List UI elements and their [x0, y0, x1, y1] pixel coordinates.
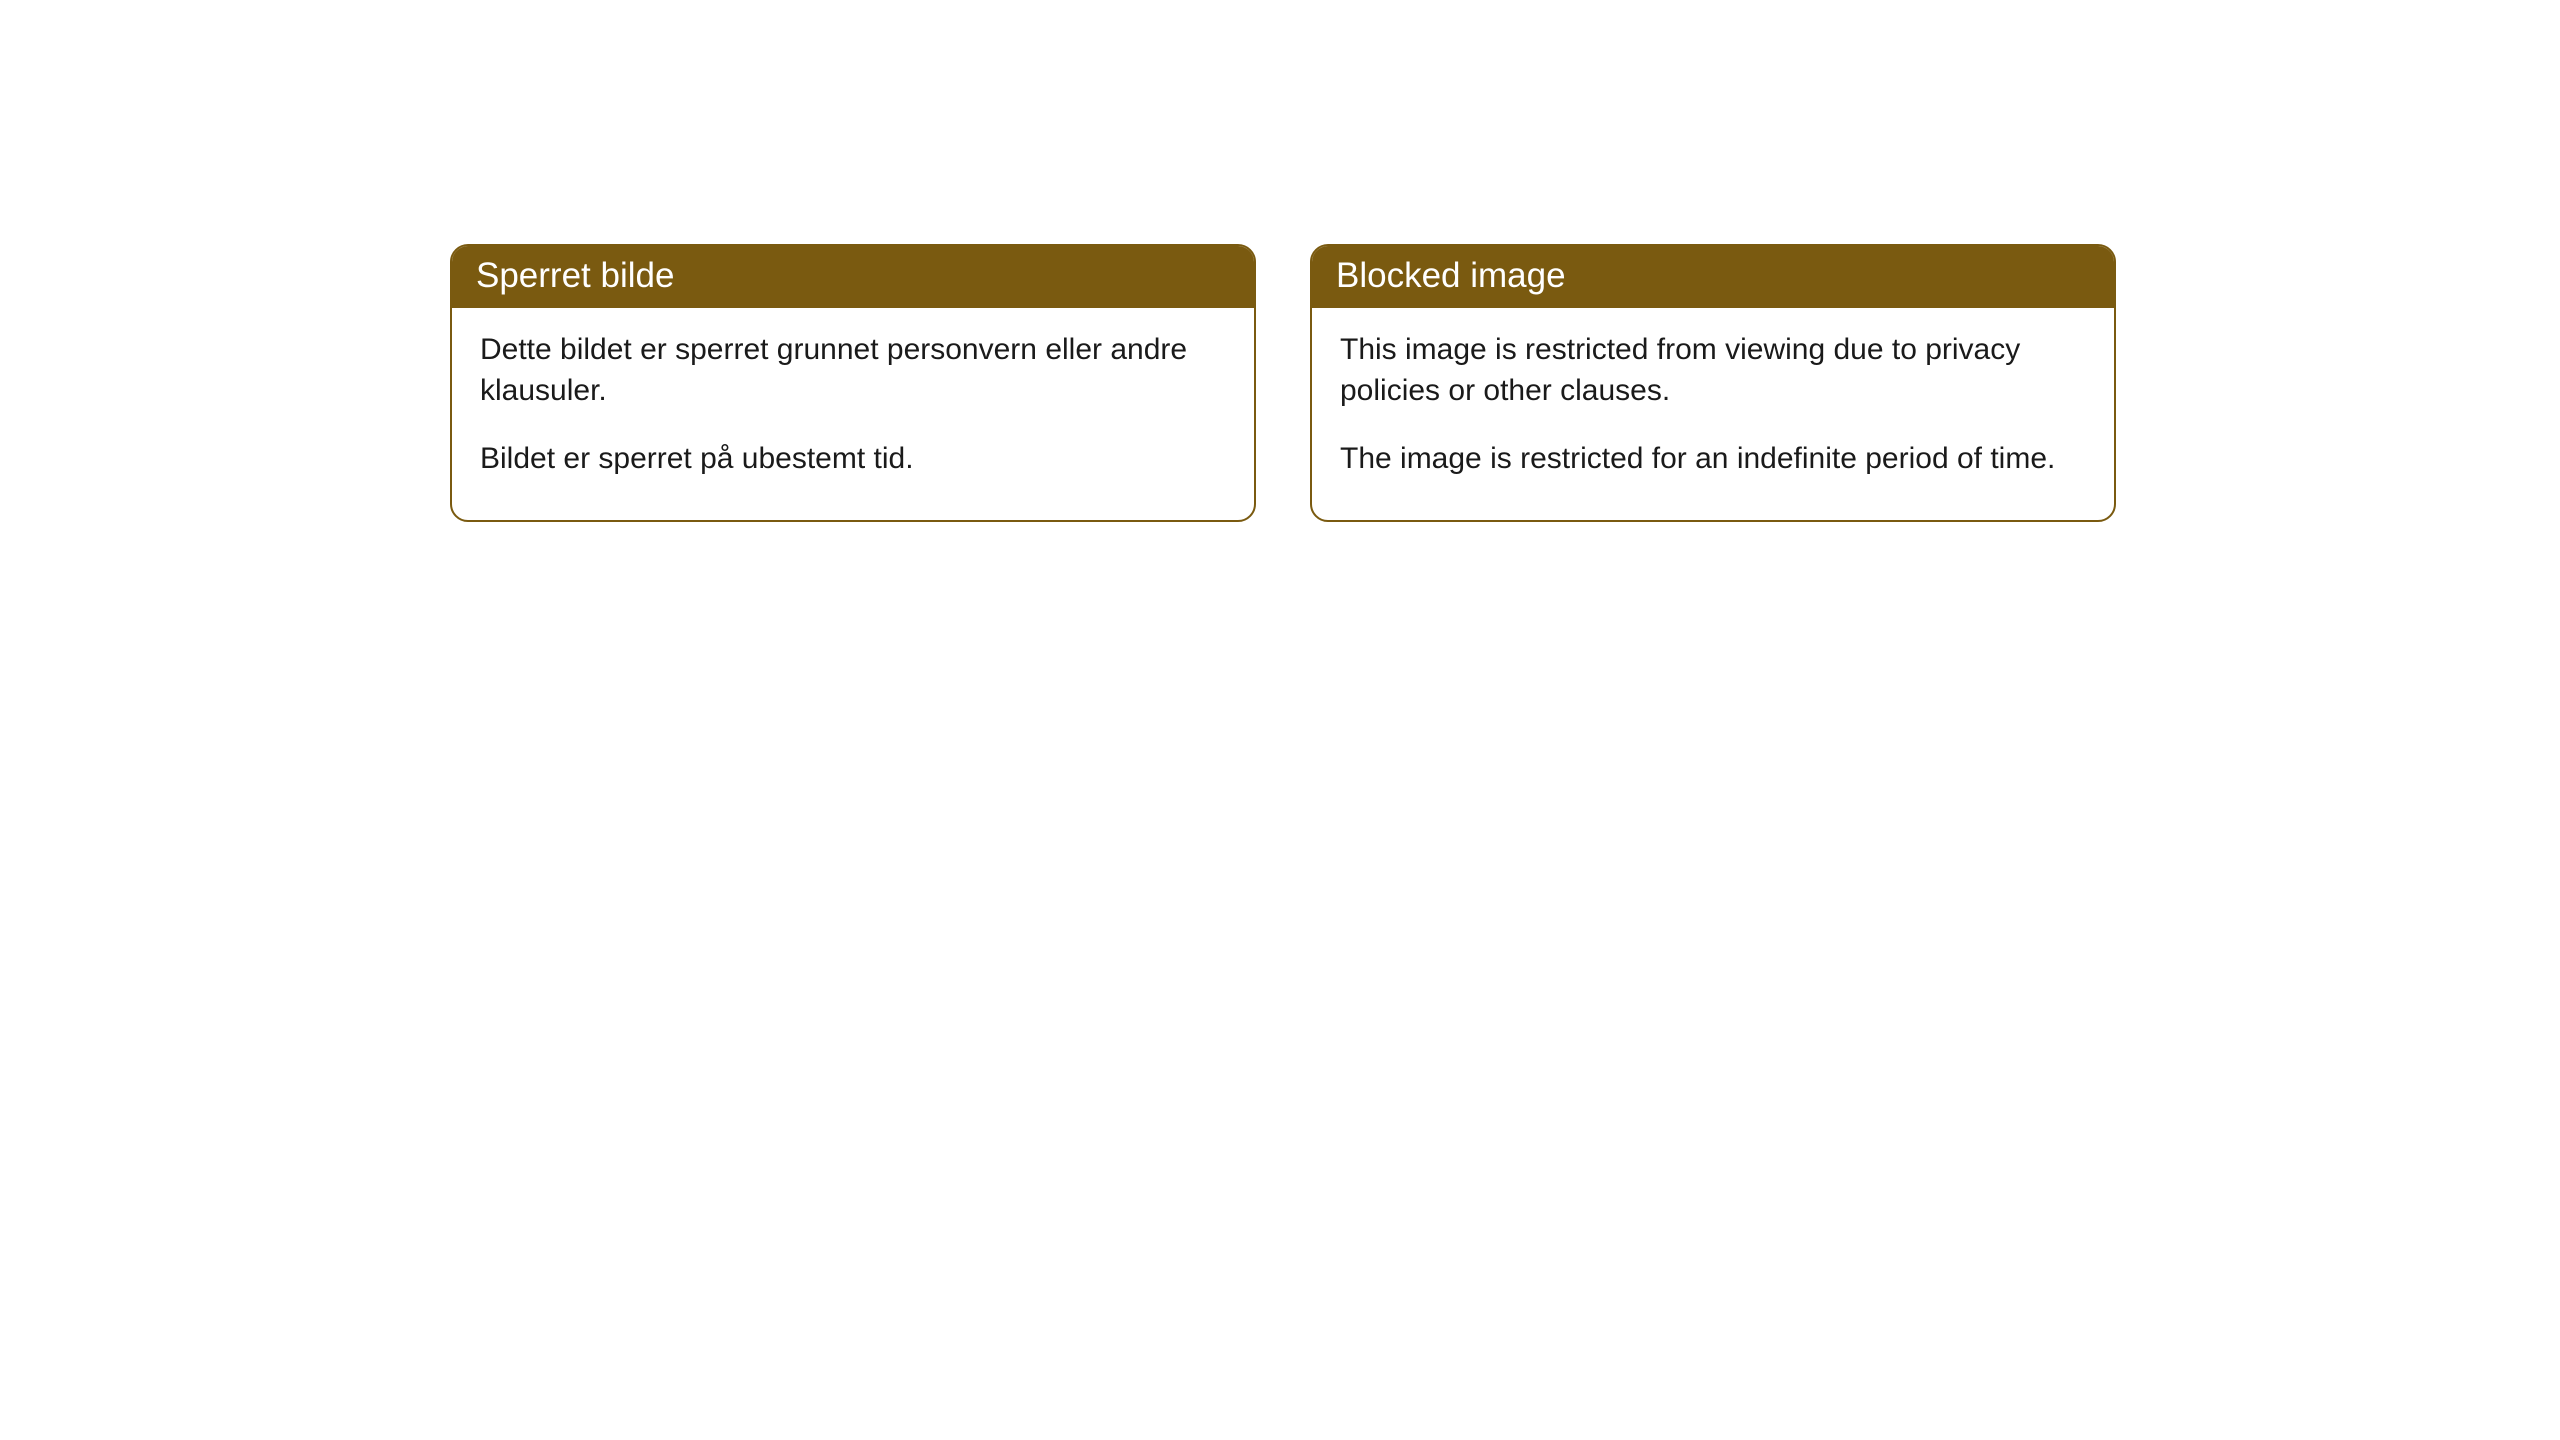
blocked-image-card-en: Blocked image This image is restricted f…: [1310, 244, 2116, 522]
card-paragraph: The image is restricted for an indefinit…: [1340, 439, 2086, 480]
card-paragraph: Dette bildet er sperret grunnet personve…: [480, 330, 1226, 411]
card-paragraph: This image is restricted from viewing du…: [1340, 330, 2086, 411]
card-title-no: Sperret bilde: [452, 246, 1254, 308]
cards-container: Sperret bilde Dette bildet er sperret gr…: [0, 0, 2560, 522]
card-body-no: Dette bildet er sperret grunnet personve…: [452, 308, 1254, 520]
blocked-image-card-no: Sperret bilde Dette bildet er sperret gr…: [450, 244, 1256, 522]
card-body-en: This image is restricted from viewing du…: [1312, 308, 2114, 520]
card-paragraph: Bildet er sperret på ubestemt tid.: [480, 439, 1226, 480]
card-title-en: Blocked image: [1312, 246, 2114, 308]
